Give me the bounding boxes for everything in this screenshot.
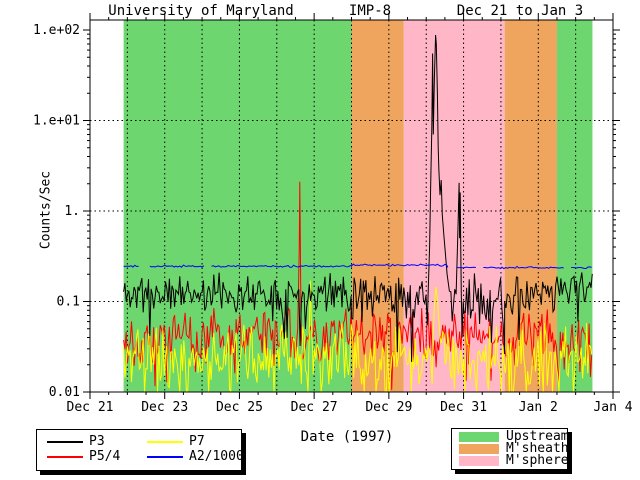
y-tick-label: 1.e+02 [33, 23, 80, 38]
plot-title-institution: University of Maryland [108, 3, 294, 19]
legend-series-item: P5/4 [47, 450, 147, 463]
x-tick-label: Dec 29 [365, 400, 412, 415]
legend-series-label: P7 [189, 434, 205, 449]
legend-series-label: P3 [89, 434, 105, 449]
x-tick-label: Jan 4 [593, 400, 632, 415]
legend-line-swatch [147, 455, 183, 458]
y-axis-label: Counts/Sec [38, 170, 54, 250]
x-axis-label: Date (1997) [300, 429, 394, 445]
plot-title-daterange: Dec 21 to Jan 3 [456, 3, 584, 19]
x-tick-label: Dec 31 [440, 400, 487, 415]
series-line-a21000 [149, 264, 205, 268]
series-line-a21000 [457, 266, 476, 269]
legend-region-item: M'sheath [459, 441, 569, 456]
legend-series-item: P7 [147, 435, 244, 448]
series-line-a21000 [211, 263, 449, 268]
series-line-a21000 [123, 264, 139, 268]
y-tick-label: 0.1 [57, 295, 80, 310]
series-line-p7 [123, 280, 593, 393]
legend-color-swatch [459, 444, 499, 454]
legend-line-swatch [47, 455, 83, 458]
x-tick-label: Jan 2 [519, 400, 558, 415]
legend-region-label: M'sphere [506, 453, 569, 468]
legend-color-swatch [459, 456, 499, 466]
legend-series-label: P5/4 [89, 449, 121, 464]
legend-region-item: Upstream [459, 429, 569, 444]
legend-series-item: P3 [47, 435, 147, 448]
legend-line-swatch [47, 440, 83, 443]
legend-line-swatch [147, 440, 183, 443]
series-legend-box: P3 P7 P5/4 A2/1000 [36, 429, 244, 471]
region-legend-box: Upstream M'sheath M'sphere [451, 428, 569, 470]
x-tick-label: Dec 25 [216, 400, 263, 415]
x-tick-label: Dec 27 [291, 400, 338, 415]
legend-region-label: Upstream [506, 429, 569, 444]
y-tick-label: 1. [64, 204, 80, 219]
legend-region-item: M'sphere [459, 453, 569, 468]
legend-color-swatch [459, 432, 499, 442]
y-tick-label: 0.01 [49, 385, 80, 400]
series-line-a21000 [571, 266, 592, 269]
series-line-p54 [123, 181, 593, 391]
x-tick-label: Dec 23 [141, 400, 188, 415]
series-line-a21000 [483, 265, 564, 270]
legend-series-label: A2/1000 [189, 449, 244, 464]
x-tick-label: Dec 21 [67, 400, 114, 415]
legend-region-label: M'sheath [506, 441, 569, 456]
series-line-p3 [123, 34, 593, 362]
region-upstream [123, 20, 352, 392]
y-tick-label: 1.e+01 [33, 114, 80, 129]
plot-title-spacecraft: IMP-8 [348, 3, 392, 19]
legend-series-item: A2/1000 [147, 450, 244, 463]
